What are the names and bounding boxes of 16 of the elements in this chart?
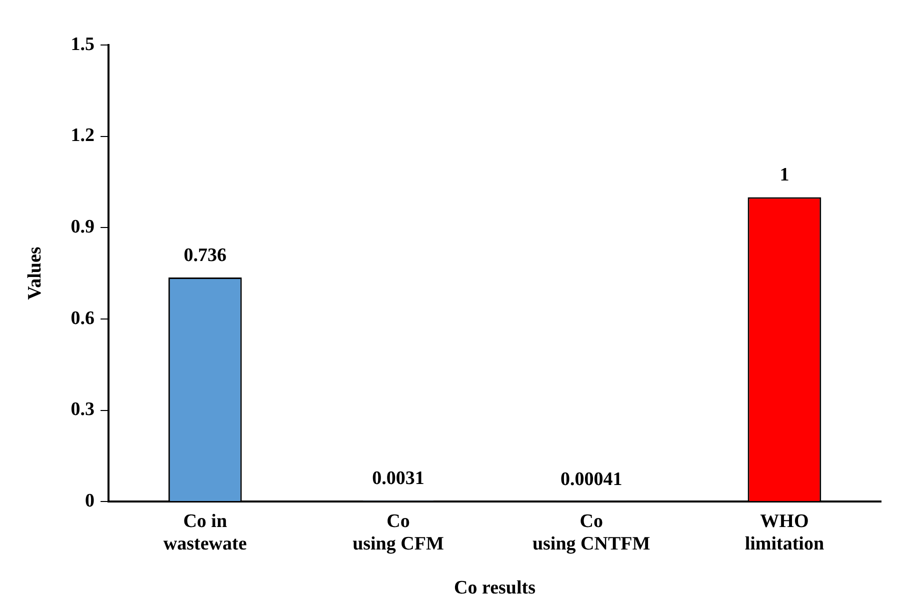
data-label: 0.0031 xyxy=(372,468,424,490)
x-tick-label: Co in wastewate xyxy=(163,510,247,555)
data-label: 0.00041 xyxy=(560,468,622,490)
x-tick-label: Co using CFM xyxy=(352,510,444,555)
y-tick-label: 0.6 xyxy=(70,308,95,329)
x-tick-label: Co using CNTFM xyxy=(532,510,650,555)
x-axis-title: Co results xyxy=(454,578,536,599)
y-axis-title: Values xyxy=(24,246,46,300)
y-tick-label: 0.9 xyxy=(70,216,95,238)
data-label: 0.736 xyxy=(184,244,226,266)
x-tick-label: WHO limitation xyxy=(744,510,824,555)
y-tick-label: 0.3 xyxy=(70,399,95,420)
y-tick-label: 1.2 xyxy=(70,125,95,146)
y-tick-label: 1.5 xyxy=(70,34,95,55)
y-tick-label: 0 xyxy=(85,490,95,512)
data-label: 1 xyxy=(780,164,790,186)
